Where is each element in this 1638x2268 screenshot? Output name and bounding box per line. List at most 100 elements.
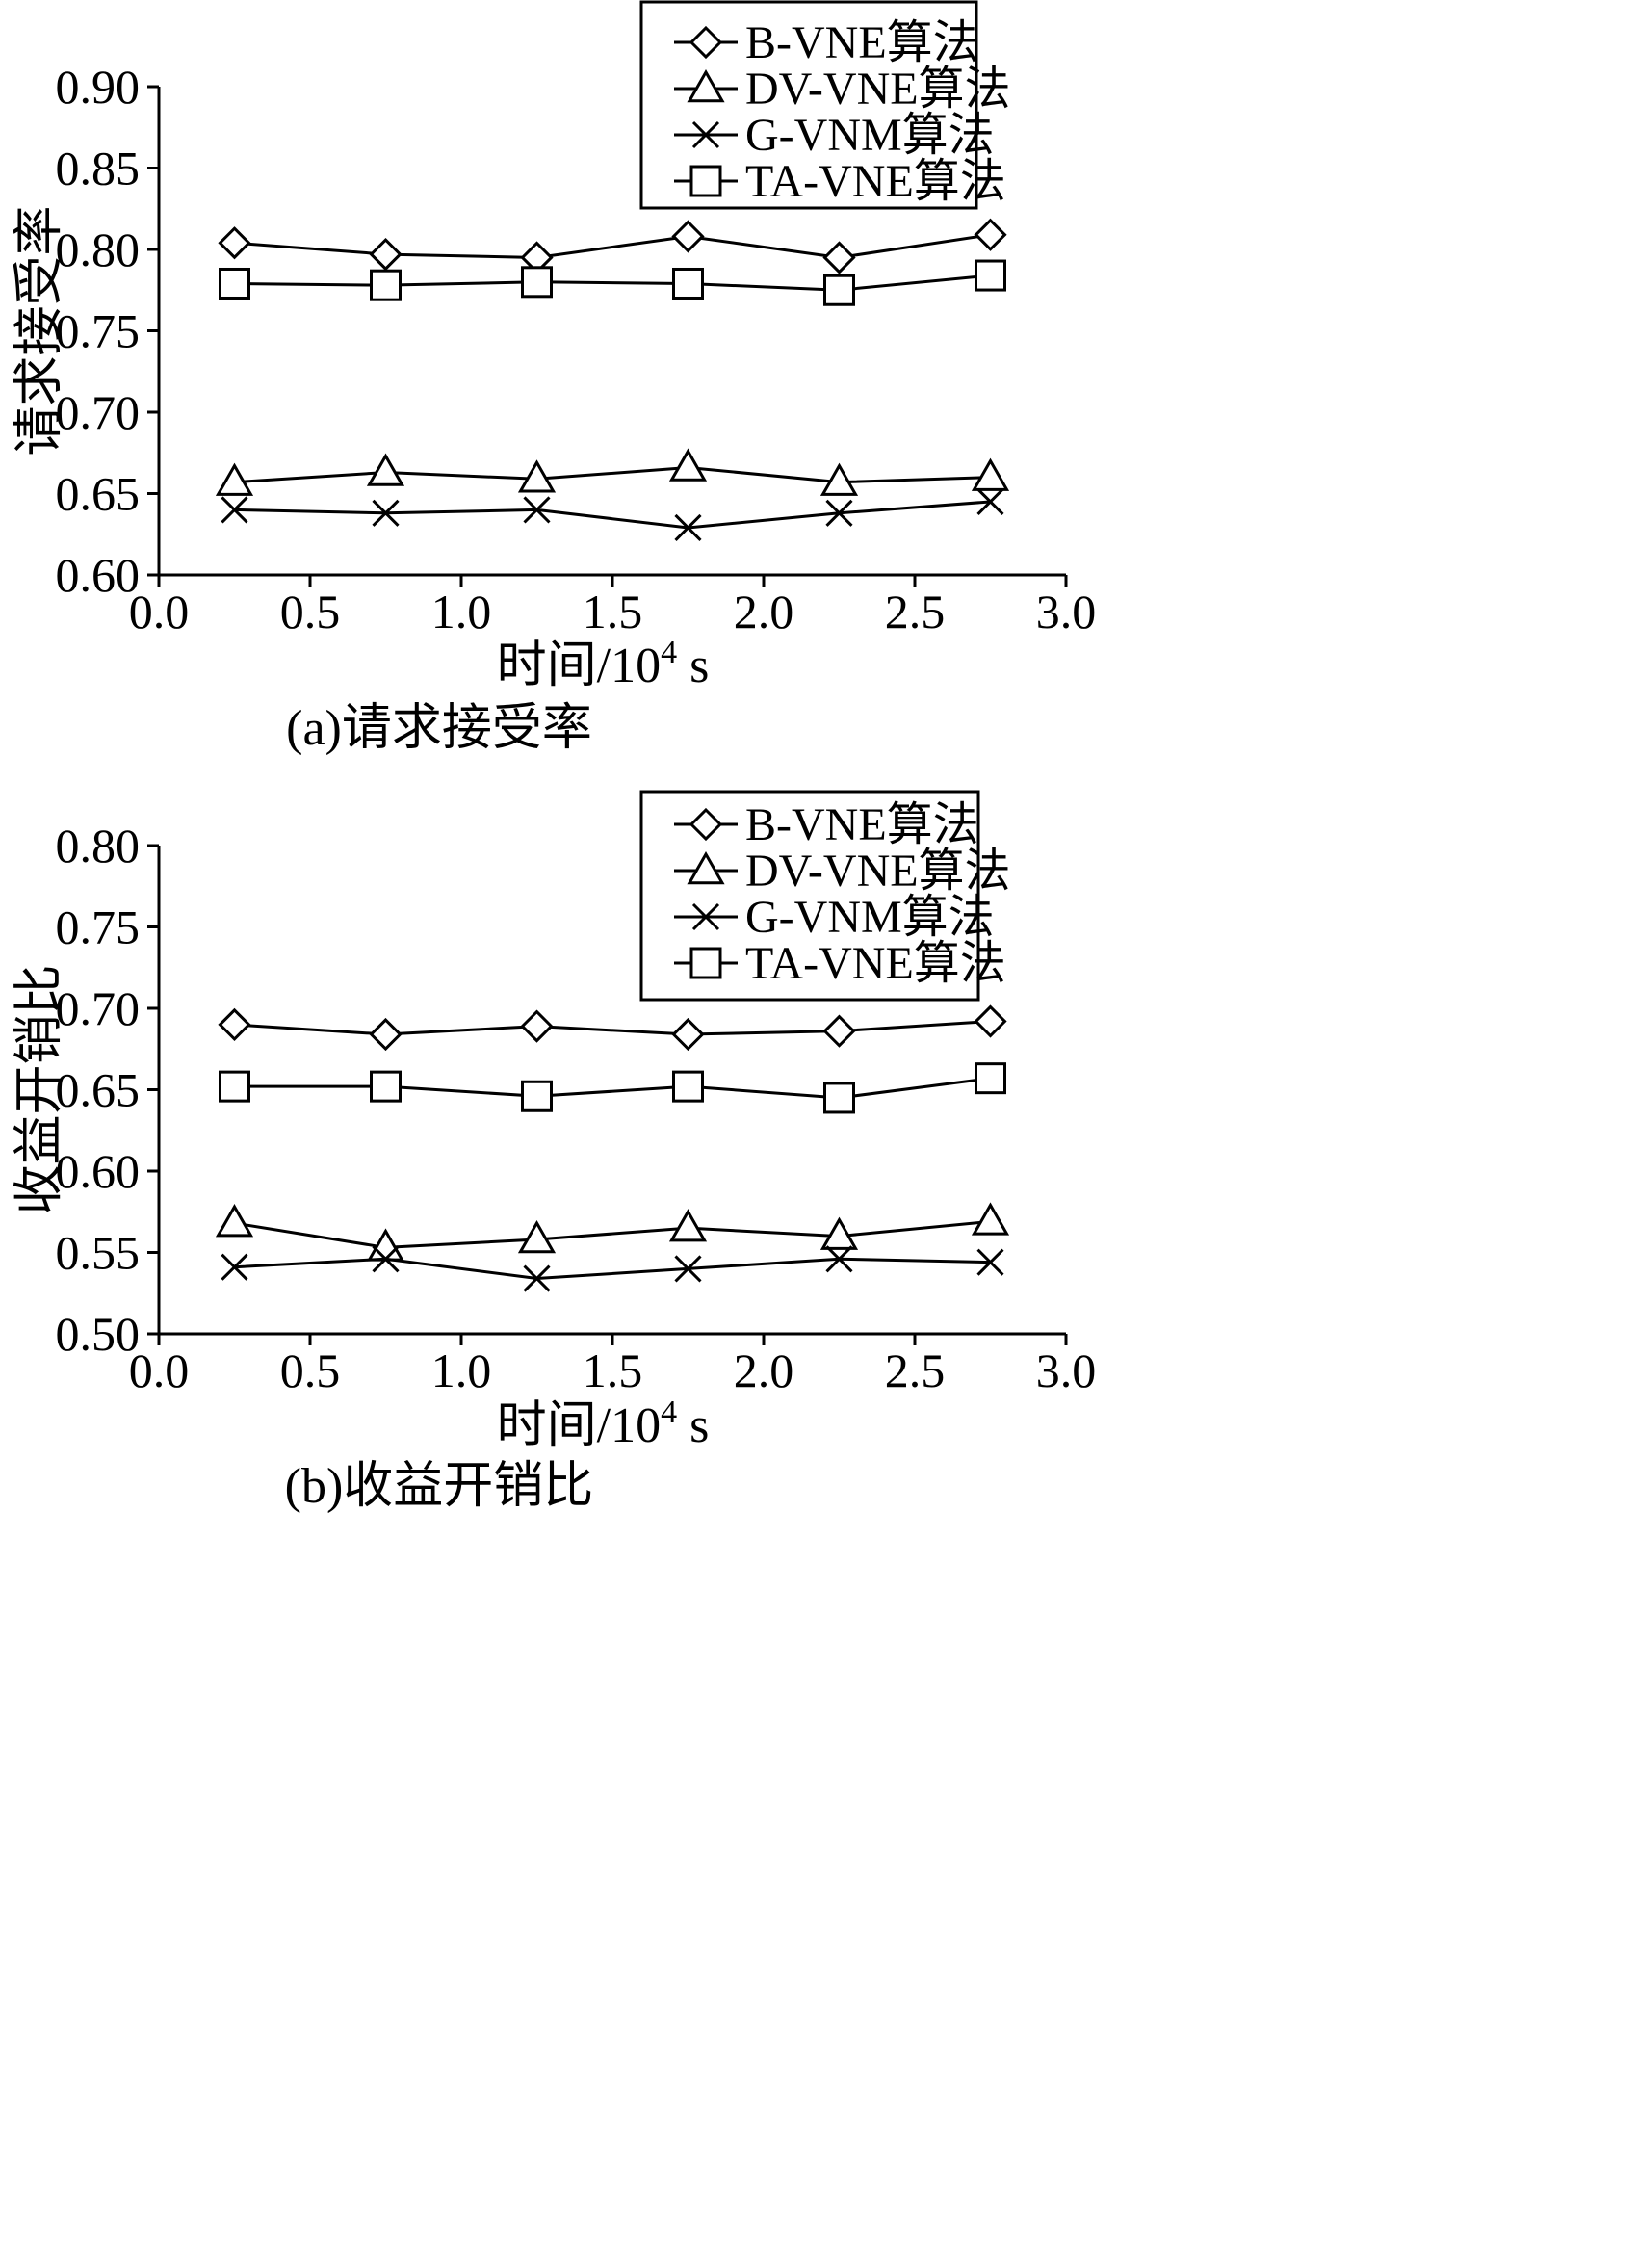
series-diamond [218,1004,1007,1052]
x-tick-label: 0.5 [280,585,341,639]
data-point-x [372,499,400,527]
y-tick-label: 0.55 [56,1226,141,1280]
series-square [219,1062,1006,1114]
y-tick-label: 0.70 [56,385,141,439]
y-tick-label: 0.90 [56,60,141,114]
data-point-triangle [819,462,859,496]
figure-caption: (a)请求接受率 [286,701,592,756]
data-point-square [370,269,402,301]
x-tick-label: 3.0 [1036,585,1097,639]
series-line [234,1219,991,1249]
legend-label: DV-VNE算法 [745,846,1011,897]
x-tick-label: 0.0 [129,1343,190,1397]
data-point-diamond [520,1009,554,1043]
legend-marker-triangle [687,68,725,103]
series-line [234,500,991,530]
data-point-triangle [819,1216,859,1250]
x-axis-title: 时间/104 s [497,1395,710,1453]
y-tick-label: 0.50 [56,1307,141,1361]
legend-label: TA-VNE算法 [745,156,1006,207]
x-tick-label: 1.5 [583,1343,643,1397]
data-point-diamond [822,241,856,274]
x-tick-label: 1.0 [431,585,492,639]
legend-label: DV-VNE算法 [745,64,1011,115]
data-point-square [823,274,855,306]
y-tick-label: 0.75 [56,304,141,358]
data-point-triangle [971,457,1010,491]
y-tick-label: 0.70 [56,981,141,1035]
legend-label: G-VNM算法 [745,110,995,161]
y-tick-label: 0.60 [56,1144,141,1198]
legend-marker-x [691,902,720,931]
series-x [221,487,1004,542]
series-line [234,274,991,292]
y-tick-label: 0.85 [56,142,141,196]
legend-label: B-VNE算法 [745,799,979,850]
data-point-square [672,1070,704,1103]
data-point-x [674,1255,702,1283]
data-point-x [976,1248,1004,1276]
series-x [221,1245,1004,1292]
series-diamond [218,218,1007,274]
data-point-diamond [671,220,705,253]
data-point-x [976,487,1004,516]
x-tick-label: 0.0 [129,585,190,639]
data-point-x [674,513,702,542]
data-point-square [521,1080,553,1112]
x-tick-label: 2.0 [734,585,794,639]
y-tick-label: 0.75 [56,900,141,954]
chart-panel-b: 0.50 0.55 0.60 0.65 0.70 0.75 0.80 0.0 0.5 1.0 1.5… [13,790,1097,1514]
x-tick-label: 1.5 [583,585,643,639]
data-point-x [825,499,853,527]
data-point-x [221,496,248,524]
series-triangle [215,448,1010,496]
data-point-diamond [218,1007,251,1042]
data-point-x [372,1245,400,1273]
x-axis-title: 时间/104 s [497,635,710,693]
legend-marker-diamond [689,807,723,842]
data-point-square [219,1070,250,1103]
data-point-triangle [215,462,254,496]
data-point-x [221,1253,248,1281]
data-point-triangle [366,453,405,486]
data-point-x [825,1245,853,1273]
series-square [219,259,1006,306]
legend-marker-triangle [687,850,725,885]
series-line [234,1020,991,1036]
data-point-square [370,1070,402,1103]
series-line [234,233,991,259]
legend-marker-diamond [689,25,723,60]
series-triangle [215,1202,1010,1262]
y-tick-label: 0.80 [56,819,141,873]
chart-panel-a: 0.60 0.65 0.70 0.75 0.80 0.85 0.90 0.0 0.5 1.0 1.5… [13,0,1097,756]
data-point-x [523,496,551,524]
y-tick-label: 0.65 [56,467,141,521]
data-point-diamond [822,1014,856,1048]
x-tick-label: 3.0 [1036,1343,1097,1397]
data-point-square [823,1082,855,1114]
data-point-diamond [369,1017,403,1052]
data-point-square [975,1062,1006,1095]
y-tick-label: 0.65 [56,1063,141,1117]
data-point-triangle [668,1209,708,1242]
legend-marker-x [691,120,720,149]
data-point-square [219,267,250,300]
data-point-diamond [671,1017,705,1052]
x-tick-label: 0.5 [280,1343,341,1397]
series-line [234,1257,991,1281]
data-point-x [523,1264,551,1292]
legend-label: TA-VNE算法 [745,938,1006,989]
x-tick-label: 2.5 [885,585,946,639]
y-axis-title: 请求接受率 [13,205,67,456]
data-point-diamond [218,226,251,260]
data-point-diamond [369,237,403,272]
data-point-square [672,267,704,300]
data-point-triangle [971,1202,1010,1236]
series-line [234,465,991,484]
data-point-triangle [668,448,708,482]
y-tick-label: 0.60 [56,548,141,602]
data-point-triangle [215,1204,254,1238]
